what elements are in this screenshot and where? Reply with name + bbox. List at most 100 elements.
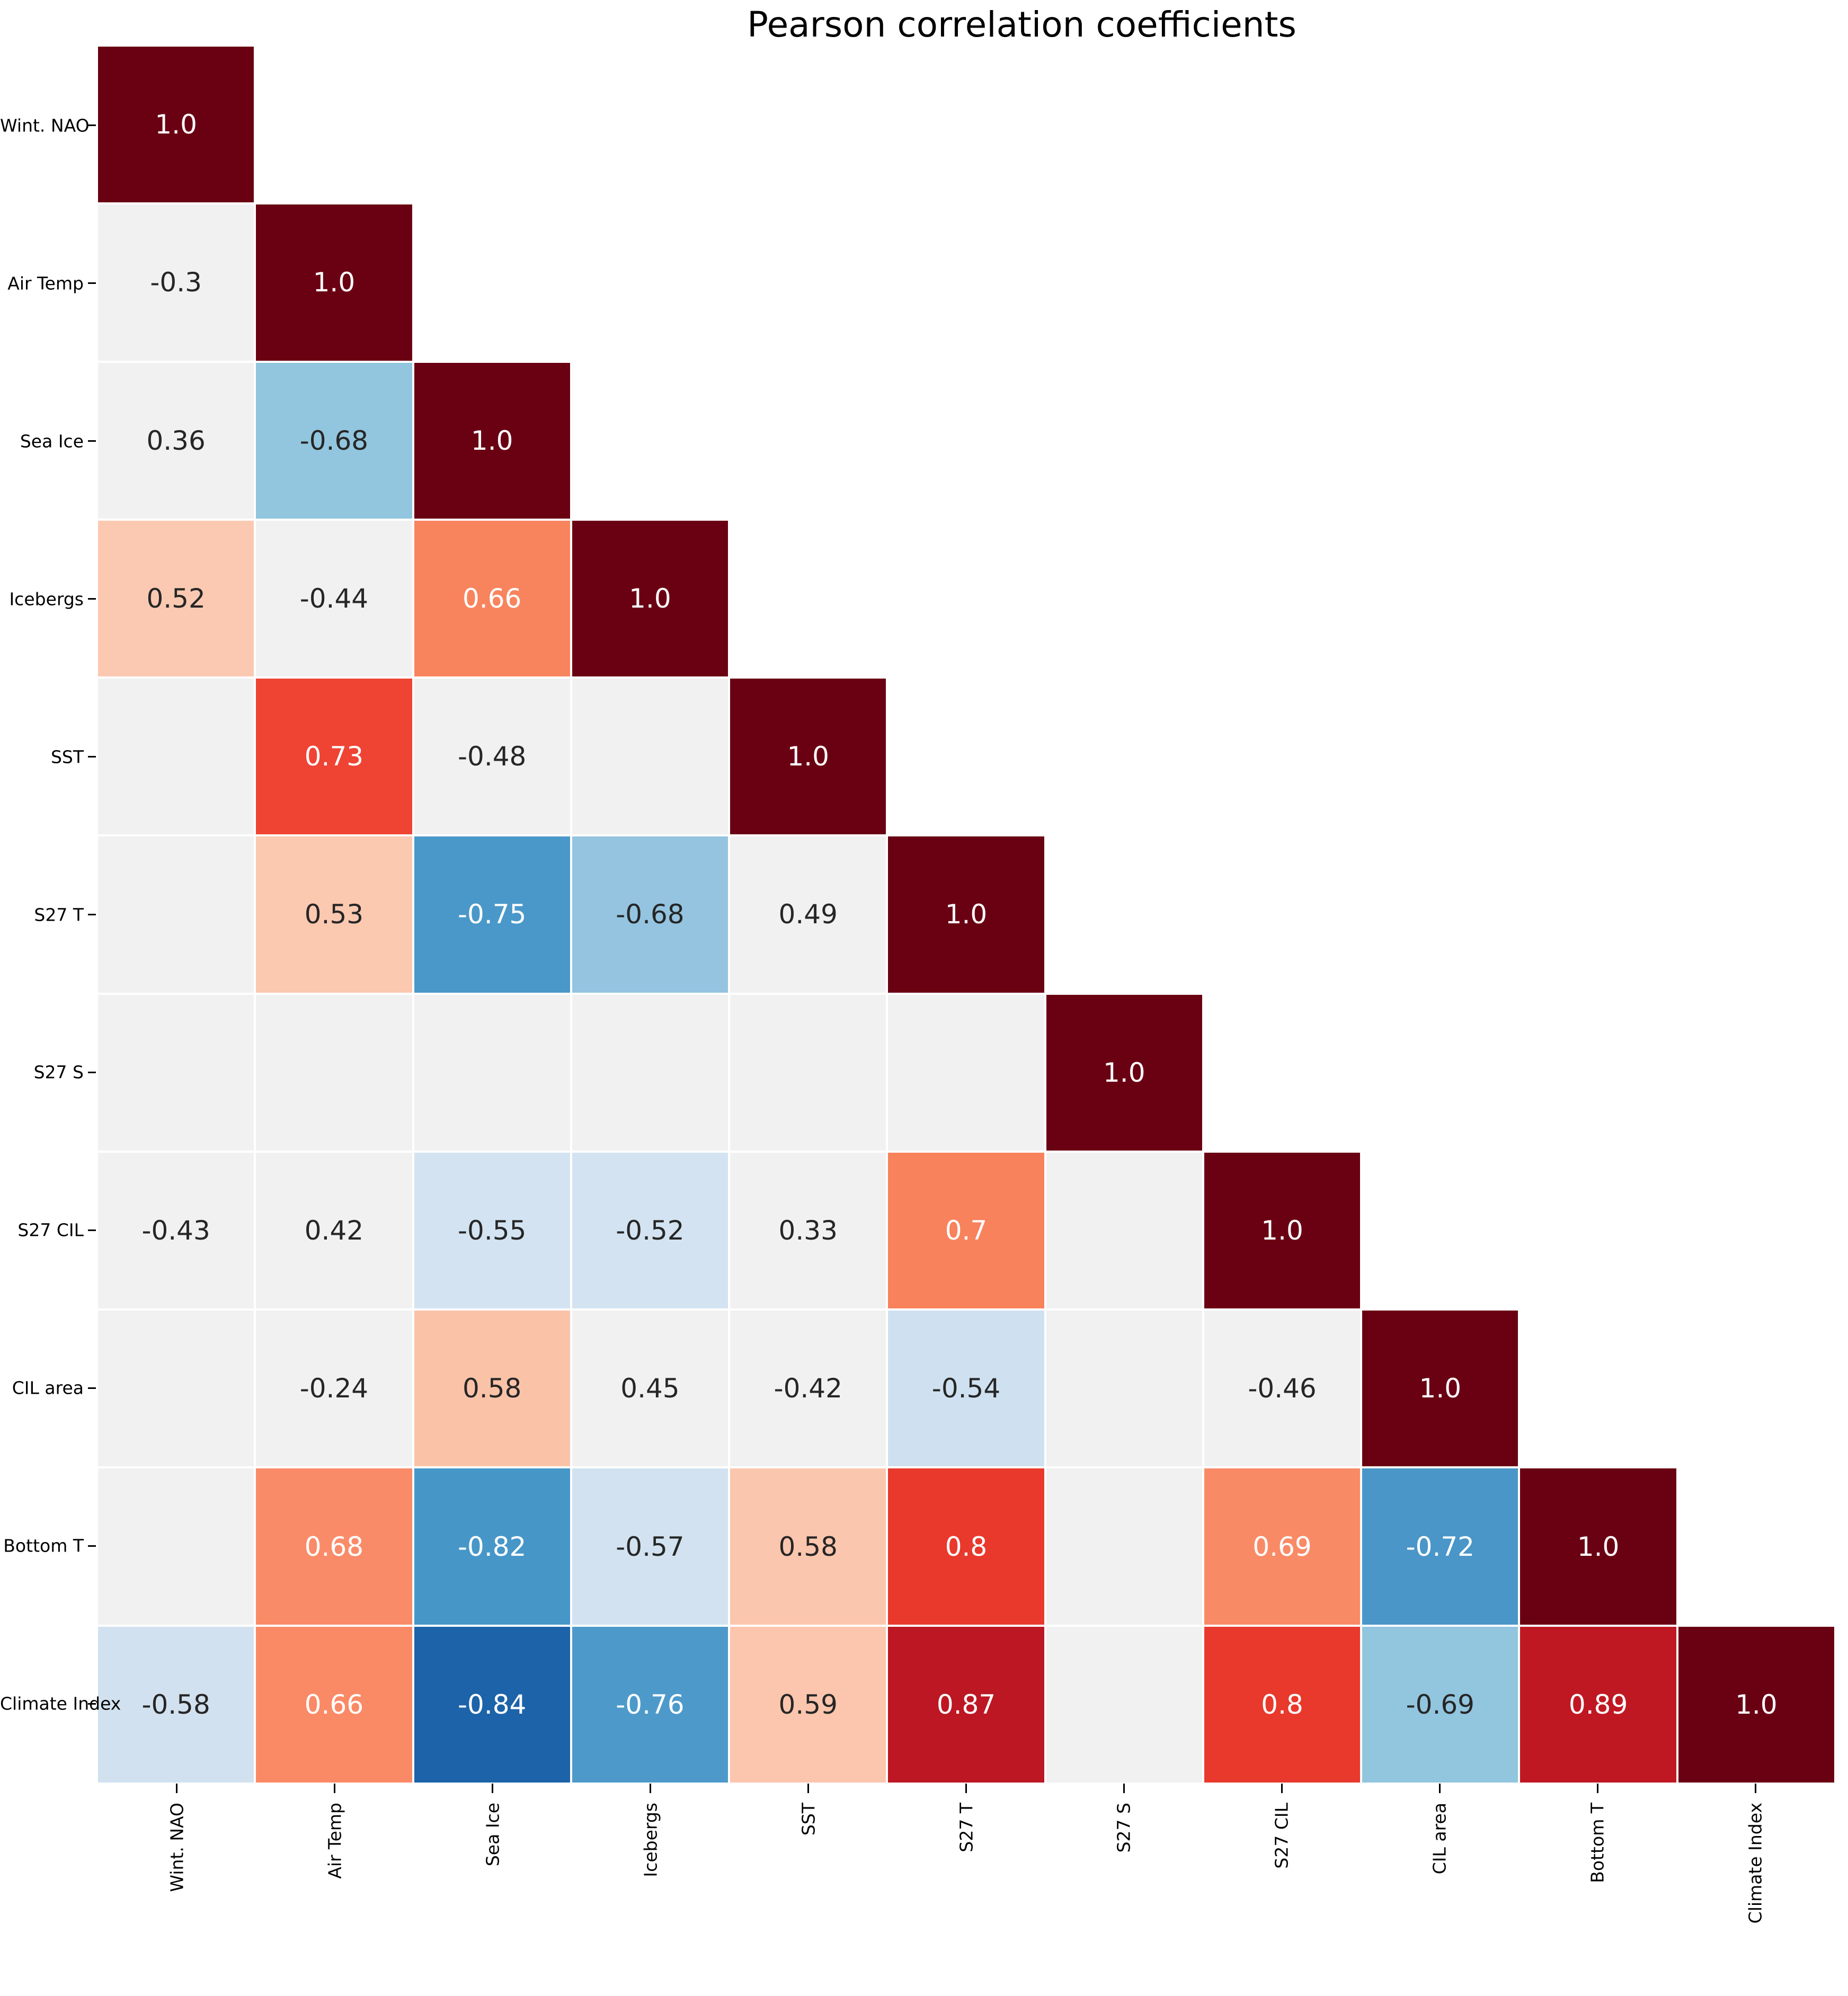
matrix-cell-7-5: 0.7 bbox=[888, 1152, 1044, 1309]
row-label-s27-t: S27 T bbox=[34, 904, 84, 925]
y-tick-sea-ice bbox=[88, 440, 96, 442]
empty-cell-5-6 bbox=[1046, 836, 1202, 992]
x-tick-wint-nao bbox=[176, 1784, 178, 1793]
col-label-climate-index: Climate Index bbox=[1745, 1803, 1766, 1924]
y-tick-cil-area bbox=[88, 1387, 96, 1389]
row-label-bottom-t: Bottom T bbox=[3, 1535, 84, 1556]
x-tick-cil-area bbox=[1438, 1784, 1441, 1793]
matrix-cell-8-0 bbox=[98, 1311, 254, 1467]
empty-cell-5-10 bbox=[1678, 836, 1834, 992]
matrix-cell-6-3 bbox=[572, 994, 728, 1151]
empty-cell-5-8 bbox=[1362, 836, 1518, 992]
empty-cell-4-8 bbox=[1362, 679, 1518, 834]
empty-cell-3-6 bbox=[1046, 521, 1202, 676]
y-tick-s27-s bbox=[88, 1071, 96, 1073]
col-label-s27-t: S27 T bbox=[956, 1803, 976, 1852]
matrix-cell-2-2: 1.0 bbox=[414, 362, 570, 519]
y-tick-s27-t bbox=[88, 914, 96, 915]
empty-cell-0-5 bbox=[888, 47, 1044, 202]
x-tick-icebergs bbox=[650, 1784, 652, 1793]
empty-cell-0-4 bbox=[730, 47, 886, 202]
empty-cell-7-10 bbox=[1678, 1153, 1834, 1308]
matrix-cell-3-2: 0.66 bbox=[414, 520, 570, 677]
y-tick-icebergs bbox=[88, 598, 96, 600]
matrix-cell-9-3: -0.57 bbox=[572, 1468, 728, 1625]
matrix-cell-5-3: -0.68 bbox=[572, 836, 728, 993]
empty-cell-3-5 bbox=[888, 521, 1044, 676]
row-label-sst: SST bbox=[50, 746, 84, 768]
matrix-cell-7-2: -0.55 bbox=[414, 1152, 570, 1309]
empty-cell-8-9 bbox=[1520, 1311, 1676, 1466]
matrix-cell-8-6 bbox=[1046, 1311, 1202, 1467]
matrix-cell-8-5: -0.54 bbox=[888, 1311, 1044, 1467]
y-tick-wint-nao bbox=[88, 124, 96, 127]
empty-cell-1-8 bbox=[1362, 204, 1518, 360]
col-label-sst: SST bbox=[798, 1803, 819, 1836]
matrix-cell-4-1: 0.73 bbox=[256, 679, 412, 835]
matrix-cell-9-8: -0.72 bbox=[1362, 1468, 1518, 1625]
chart-title: Pearson correlation coefficients bbox=[747, 4, 1296, 45]
row-label-sea-ice: Sea Ice bbox=[20, 431, 84, 452]
matrix-cell-8-1: -0.24 bbox=[256, 1311, 412, 1467]
matrix-cell-7-7: 1.0 bbox=[1204, 1152, 1361, 1309]
empty-cell-7-8 bbox=[1362, 1153, 1518, 1308]
empty-cell-4-5 bbox=[888, 679, 1044, 834]
y-tick-bottom-t bbox=[88, 1545, 96, 1547]
matrix-cell-9-9: 1.0 bbox=[1520, 1468, 1676, 1625]
col-label-bottom-t: Bottom T bbox=[1587, 1803, 1608, 1883]
matrix-cell-2-0: 0.36 bbox=[98, 362, 254, 519]
matrix-cell-10-8: -0.69 bbox=[1362, 1626, 1518, 1783]
empty-cell-0-3 bbox=[572, 47, 728, 202]
matrix-cell-10-9: 0.89 bbox=[1520, 1626, 1676, 1783]
x-tick-bottom-t bbox=[1596, 1784, 1598, 1793]
y-tick-climate-index bbox=[88, 1703, 96, 1705]
empty-cell-3-8 bbox=[1362, 521, 1518, 676]
empty-cell-5-7 bbox=[1204, 836, 1360, 992]
matrix-cell-7-0: -0.43 bbox=[98, 1152, 254, 1309]
matrix-cell-10-4: 0.59 bbox=[730, 1626, 886, 1783]
matrix-cell-9-7: 0.69 bbox=[1204, 1468, 1361, 1625]
empty-cell-0-9 bbox=[1520, 47, 1676, 202]
matrix-cell-4-2: -0.48 bbox=[414, 679, 570, 835]
matrix-cell-6-6: 1.0 bbox=[1046, 994, 1202, 1151]
empty-cell-6-8 bbox=[1362, 995, 1518, 1151]
matrix-cell-7-1: 0.42 bbox=[256, 1152, 412, 1309]
matrix-cell-8-4: -0.42 bbox=[730, 1311, 886, 1467]
empty-cell-1-10 bbox=[1678, 204, 1834, 360]
matrix-cell-9-5: 0.8 bbox=[888, 1468, 1044, 1625]
matrix-cell-6-2 bbox=[414, 994, 570, 1151]
x-tick-s27-t bbox=[965, 1784, 967, 1793]
empty-cell-0-7 bbox=[1204, 47, 1360, 202]
matrix-cell-10-10: 1.0 bbox=[1678, 1626, 1834, 1783]
matrix-cell-10-7: 0.8 bbox=[1204, 1626, 1361, 1783]
matrix-cell-2-1: -0.68 bbox=[256, 362, 412, 519]
empty-cell-3-7 bbox=[1204, 521, 1360, 676]
col-label-s27-cil: S27 CIL bbox=[1271, 1803, 1292, 1869]
matrix-cell-6-5 bbox=[888, 994, 1044, 1151]
row-label-icebergs: Icebergs bbox=[9, 589, 84, 610]
x-tick-sea-ice bbox=[492, 1784, 494, 1793]
x-tick-climate-index bbox=[1754, 1784, 1756, 1793]
col-label-s27-s: S27 S bbox=[1113, 1803, 1134, 1853]
empty-cell-1-5 bbox=[888, 204, 1044, 360]
y-tick-sst bbox=[88, 756, 96, 758]
empty-cell-0-2 bbox=[414, 47, 570, 202]
empty-cell-0-6 bbox=[1046, 47, 1202, 202]
matrix-cell-9-2: -0.82 bbox=[414, 1468, 570, 1625]
matrix-cell-8-7: -0.46 bbox=[1204, 1311, 1361, 1467]
empty-cell-6-10 bbox=[1678, 995, 1834, 1151]
empty-cell-4-7 bbox=[1204, 679, 1360, 834]
matrix-cell-3-3: 1.0 bbox=[572, 520, 728, 677]
empty-cell-2-3 bbox=[572, 363, 728, 519]
matrix-cell-10-5: 0.87 bbox=[888, 1626, 1044, 1783]
x-tick-s27-cil bbox=[1281, 1784, 1283, 1793]
empty-cell-2-6 bbox=[1046, 363, 1202, 519]
matrix-cell-5-4: 0.49 bbox=[730, 836, 886, 993]
heatmap-grid: 1.0 -0.3 1.0 0.36 -0.68 1.0 0.52 -0.44 0.66 1.0 0.… bbox=[98, 47, 1834, 1783]
y-tick-s27-cil bbox=[88, 1229, 96, 1231]
matrix-cell-10-3: -0.76 bbox=[572, 1626, 728, 1783]
matrix-cell-6-1 bbox=[256, 994, 412, 1151]
empty-cell-1-4 bbox=[730, 204, 886, 360]
x-tick-sst bbox=[807, 1784, 810, 1793]
col-label-icebergs: Icebergs bbox=[640, 1803, 661, 1877]
